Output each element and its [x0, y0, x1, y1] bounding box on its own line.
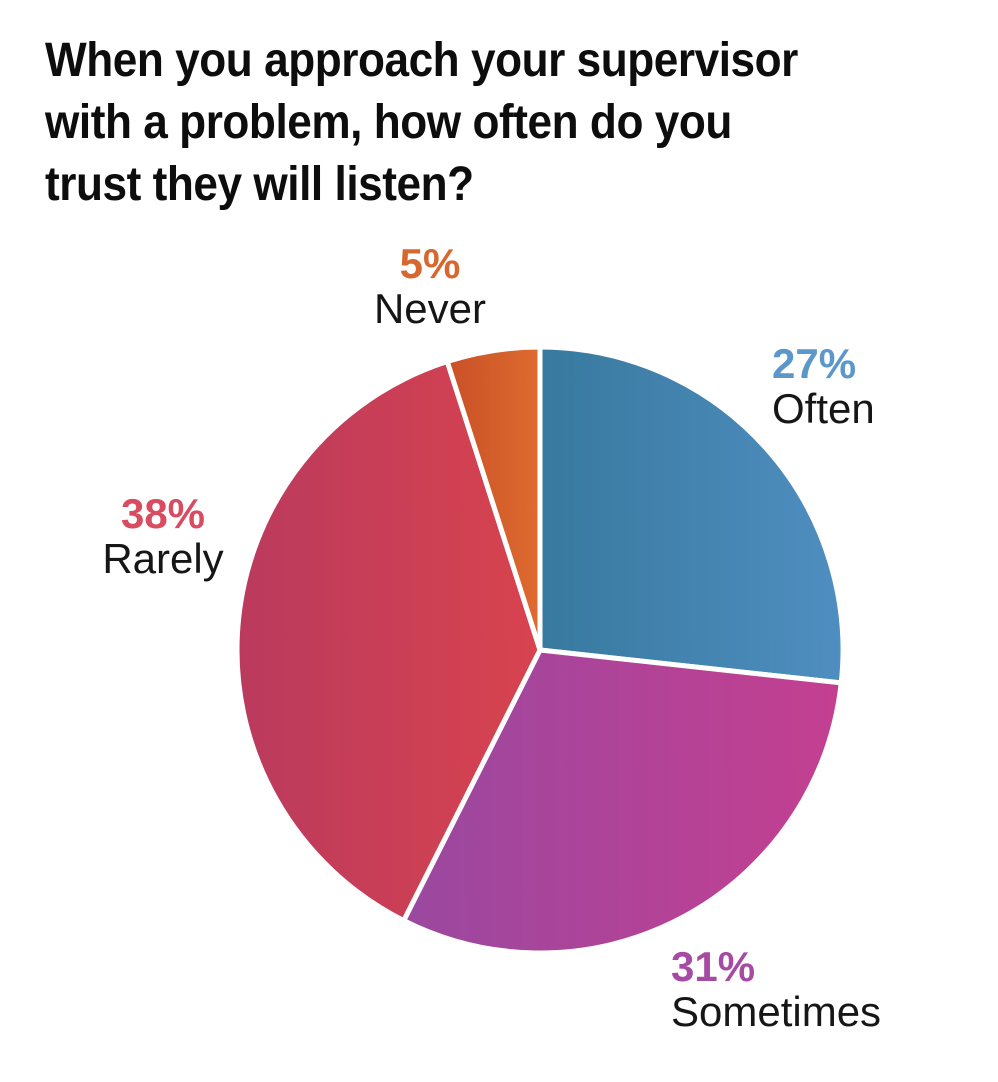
pie-label-often: Often [772, 385, 875, 432]
pie-slice-often [537, 344, 846, 686]
pie-label-rarely-pct: 38% [120, 490, 206, 537]
pie-label-never: Never [373, 285, 487, 332]
pie-callout-never: 5% Never [330, 241, 530, 331]
pie-slice-never [444, 344, 543, 651]
pie-slice-sometimes [400, 647, 844, 956]
pie-label-rarely: Rarely [102, 535, 224, 582]
pie-callout-rarely: 38% Rarely [63, 491, 263, 581]
pie-label-sometimes: Sometimes [671, 988, 882, 1035]
pie-callout-often: 27% Often [772, 341, 875, 431]
pie-callout-sometimes: 31% Sometimes [671, 944, 881, 1034]
chart-title-line-2: with a problem, how often do you [45, 96, 732, 149]
pie-label-never-pct: 5% [399, 240, 461, 287]
chart-title-line-1: When you approach your supervisor [45, 34, 798, 87]
pie-label-often-pct: 27% [772, 340, 857, 387]
pie-label-sometimes-pct: 31% [671, 943, 756, 990]
pie-slice-rarely [234, 358, 543, 924]
chart-title-line-3: trust they will listen? [45, 158, 474, 211]
chart-title: When you approach your supervisor with a… [45, 30, 863, 216]
